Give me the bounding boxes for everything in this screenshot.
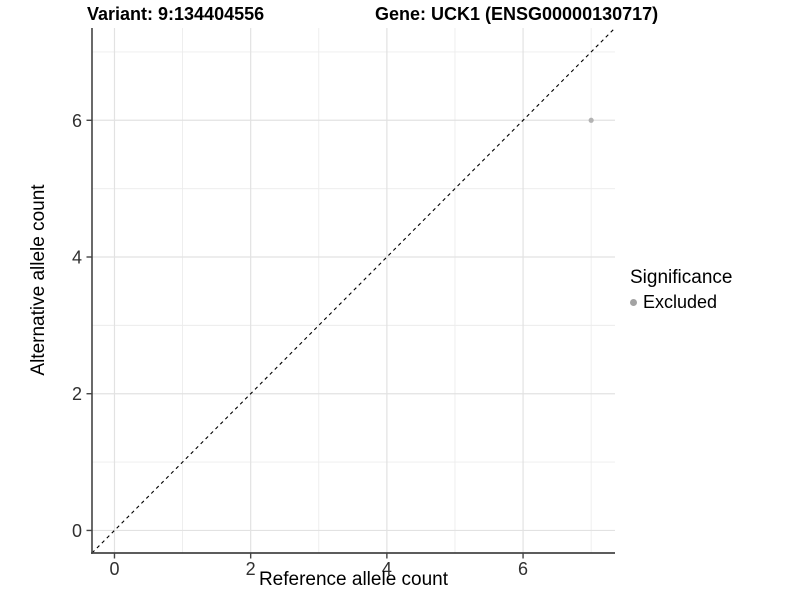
x-tick-label: 2	[246, 559, 256, 579]
x-tick-label: 0	[109, 559, 119, 579]
legend: Significance Excluded	[630, 267, 732, 313]
y-tick-label: 0	[72, 521, 82, 541]
legend-item-label: Excluded	[643, 292, 718, 312]
plot-title-variant: Variant: 9:134404556	[87, 4, 265, 24]
legend-item-excluded: Excluded	[630, 292, 732, 313]
identity-dashed-line	[91, 27, 616, 554]
y-axis-title: Alternative allele count	[28, 184, 49, 376]
x-axis-title: Reference allele count	[258, 569, 449, 590]
y-tick-label: 6	[72, 111, 82, 131]
x-tick-label: 4	[382, 559, 392, 579]
x-tick-label: 6	[518, 559, 528, 579]
y-tick-label: 2	[72, 384, 82, 404]
y-tick-label: 4	[72, 248, 82, 268]
data-point	[588, 117, 594, 123]
plot-title-gene: Gene: UCK1 (ENSG00000130717)	[375, 4, 659, 24]
legend-title: Significance	[630, 267, 733, 288]
legend-point-icon	[630, 299, 637, 306]
